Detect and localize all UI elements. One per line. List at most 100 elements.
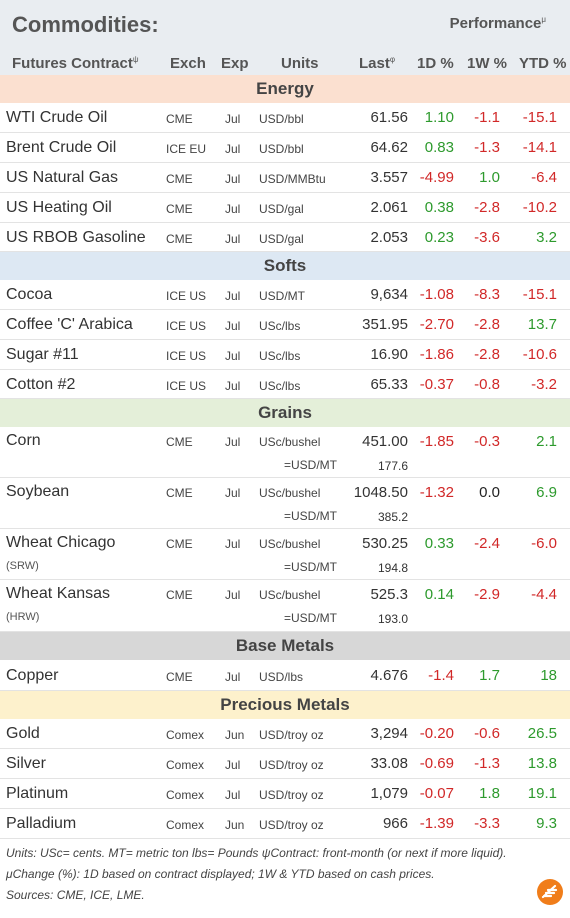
row-expiry: Jul bbox=[225, 379, 241, 393]
row-last: 4.676 bbox=[370, 667, 408, 684]
row-expiry: Jul bbox=[225, 537, 241, 551]
row-expiry: Jul bbox=[225, 289, 241, 303]
row-last: 451.00 bbox=[362, 433, 408, 450]
table-row: US Natural Gas CME Jul USD/MMBtu 3.557 -4.99 1… bbox=[0, 163, 570, 193]
row-name: Brent Crude Oil bbox=[6, 139, 117, 156]
row-change-ytd: -10.6 bbox=[522, 346, 557, 363]
row-expiry: Jul bbox=[225, 112, 241, 126]
row-units-converted: =USD/MT bbox=[284, 509, 338, 523]
row-change-1d: -1.32 bbox=[419, 484, 454, 501]
row-exchange: CME bbox=[166, 670, 193, 684]
row-expiry: Jul bbox=[225, 435, 241, 449]
row-units: USD/gal bbox=[259, 202, 304, 216]
performance-label: Performanceμ bbox=[449, 15, 546, 32]
row-name: Silver bbox=[6, 755, 47, 772]
col-contract: Futures Contractψ bbox=[12, 55, 139, 72]
row-exchange: ICE US bbox=[166, 289, 207, 303]
row-change-1w: -1.1 bbox=[474, 109, 500, 126]
row-last: 966 bbox=[382, 815, 408, 832]
row-exchange: Comex bbox=[166, 758, 205, 772]
row-exchange: ICE EU bbox=[166, 142, 207, 156]
row-change-1w: -2.8 bbox=[474, 199, 500, 216]
row-change-1d: -0.37 bbox=[419, 376, 454, 393]
row-last: 351.95 bbox=[362, 316, 408, 333]
table-row: Wheat Chicago (SRW) CME Jul USc/bushel =USD/M… bbox=[0, 529, 570, 580]
table-row: US RBOB Gasoline CME Jul USD/gal 2.053 0.23 -3… bbox=[0, 223, 570, 252]
row-change-1d: -1.86 bbox=[419, 346, 454, 363]
col-units: Units bbox=[281, 55, 319, 72]
row-change-1w: -0.8 bbox=[474, 376, 500, 393]
row-exchange: CME bbox=[166, 172, 193, 186]
row-last: 33.08 bbox=[370, 755, 408, 772]
footer-note-change: μChange (%): 1D based on contract displa… bbox=[6, 867, 435, 881]
row-change-1w: -2.4 bbox=[474, 535, 500, 552]
row-change-1d: -2.70 bbox=[419, 316, 454, 333]
row-expiry: Jul bbox=[225, 486, 241, 500]
col-1w: 1W % bbox=[467, 55, 508, 72]
row-change-ytd: -10.2 bbox=[522, 199, 557, 216]
row-expiry: Jul bbox=[225, 670, 241, 684]
row-units: USc/bushel bbox=[259, 588, 321, 602]
row-change-ytd: -3.2 bbox=[531, 376, 557, 393]
row-change-1d: 0.38 bbox=[424, 199, 454, 216]
row-name: WTI Crude Oil bbox=[6, 109, 108, 126]
row-last: 3,294 bbox=[370, 725, 408, 742]
row-units: USD/bbl bbox=[259, 112, 304, 126]
row-units: USD/MT bbox=[259, 289, 305, 303]
row-expiry: Jul bbox=[225, 758, 241, 772]
row-last: 2.053 bbox=[370, 229, 408, 246]
table-row: Gold Comex Jun USD/troy oz 3,294 -0.20 -0.6 26.… bbox=[0, 719, 570, 749]
row-exchange: CME bbox=[166, 537, 193, 551]
row-name: Palladium bbox=[6, 815, 77, 832]
row-name: Copper bbox=[6, 667, 59, 684]
table-row: Corn CME Jul USc/bushel =USD/MT 451.00 177.6 -1… bbox=[0, 427, 570, 478]
row-units: USD/bbl bbox=[259, 142, 304, 156]
row-change-1d: -1.39 bbox=[419, 815, 454, 832]
col-last: Lastφ bbox=[359, 55, 396, 72]
row-change-ytd: 26.5 bbox=[527, 725, 557, 742]
row-units: USD/troy oz bbox=[259, 758, 324, 772]
row-exchange: CME bbox=[166, 232, 193, 246]
col-ytd: YTD % bbox=[519, 55, 567, 72]
row-change-1w: -0.6 bbox=[474, 725, 500, 742]
row-exchange: ICE US bbox=[166, 379, 207, 393]
row-change-1w: -2.8 bbox=[474, 346, 500, 363]
row-name: Wheat Kansas bbox=[6, 585, 111, 602]
row-name: Wheat Chicago bbox=[6, 534, 116, 551]
row-change-1w: 1.0 bbox=[479, 169, 500, 186]
row-last-converted: 385.2 bbox=[377, 510, 408, 524]
row-expiry: Jul bbox=[225, 232, 241, 246]
section-energy: Energy bbox=[0, 75, 570, 103]
table-header: Commodities: Performanceμ Futures Contra… bbox=[0, 0, 570, 78]
row-change-1d: 0.23 bbox=[424, 229, 454, 246]
row-change-1w: 1.7 bbox=[479, 667, 500, 684]
row-change-ytd: -6.0 bbox=[531, 535, 557, 552]
row-change-ytd: 13.8 bbox=[527, 755, 557, 772]
row-last: 1,079 bbox=[370, 785, 408, 802]
row-units-converted: =USD/MT bbox=[284, 560, 338, 574]
row-name: Sugar #11 bbox=[6, 346, 79, 363]
row-change-ytd: 9.3 bbox=[536, 815, 557, 832]
table-row: Silver Comex Jul USD/troy oz 33.08 -0.69 -1.3 1… bbox=[0, 749, 570, 779]
row-last: 1048.50 bbox=[353, 484, 408, 501]
table-row: Coffee 'C' Arabica ICE US Jul USc/lbs 351.95… bbox=[0, 310, 570, 340]
row-name: Platinum bbox=[6, 785, 69, 802]
table-row: Platinum Comex Jul USD/troy oz 1,079 -0.07 1.8… bbox=[0, 779, 570, 809]
row-change-1w: -8.3 bbox=[474, 286, 500, 303]
row-change-1w: -3.6 bbox=[474, 229, 500, 246]
row-name: Cocoa bbox=[6, 286, 53, 303]
row-change-1w: -1.3 bbox=[474, 755, 500, 772]
row-change-ytd: 6.9 bbox=[536, 484, 557, 501]
row-units-converted: =USD/MT bbox=[284, 458, 338, 472]
row-last-converted: 194.8 bbox=[377, 561, 408, 575]
section-base-metals: Base Metals bbox=[0, 632, 570, 660]
row-change-1d: -1.85 bbox=[419, 433, 454, 450]
table-row: Soybean CME Jul USc/bushel =USD/MT 1048.50 385… bbox=[0, 478, 570, 529]
row-change-ytd: 19.1 bbox=[527, 785, 557, 802]
row-last: 530.25 bbox=[362, 535, 408, 552]
row-change-ytd: 18 bbox=[540, 667, 557, 684]
row-change-1d: -1.08 bbox=[419, 286, 454, 303]
row-expiry: Jul bbox=[225, 319, 241, 333]
row-change-ytd: 13.7 bbox=[527, 316, 557, 333]
row-expiry: Jul bbox=[225, 142, 241, 156]
